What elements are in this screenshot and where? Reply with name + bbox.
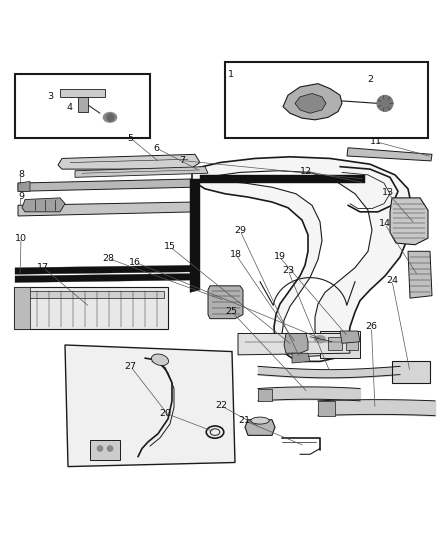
Polygon shape bbox=[295, 93, 326, 113]
Text: 28: 28 bbox=[102, 254, 115, 263]
Polygon shape bbox=[328, 337, 342, 350]
Text: 21: 21 bbox=[238, 416, 251, 425]
Text: 12: 12 bbox=[300, 166, 312, 175]
Text: 23: 23 bbox=[282, 266, 294, 276]
Circle shape bbox=[107, 446, 113, 451]
Polygon shape bbox=[65, 345, 235, 466]
Polygon shape bbox=[18, 202, 196, 216]
Text: 22: 22 bbox=[215, 401, 227, 410]
Text: 1: 1 bbox=[228, 70, 234, 79]
Text: 17: 17 bbox=[37, 263, 49, 272]
Text: 4: 4 bbox=[66, 103, 72, 112]
Text: 8: 8 bbox=[18, 170, 24, 179]
Polygon shape bbox=[90, 440, 120, 460]
Polygon shape bbox=[340, 331, 360, 343]
Polygon shape bbox=[200, 175, 365, 183]
Text: 11: 11 bbox=[370, 137, 382, 146]
Text: 13: 13 bbox=[381, 189, 394, 197]
Polygon shape bbox=[392, 361, 430, 383]
Text: 5: 5 bbox=[127, 134, 134, 143]
Text: 27: 27 bbox=[124, 362, 137, 371]
Text: 24: 24 bbox=[386, 276, 398, 285]
Polygon shape bbox=[18, 181, 30, 191]
Text: 16: 16 bbox=[129, 257, 141, 266]
Polygon shape bbox=[346, 337, 358, 350]
Polygon shape bbox=[78, 97, 88, 111]
Polygon shape bbox=[205, 171, 372, 357]
Text: 29: 29 bbox=[234, 226, 246, 235]
Text: 18: 18 bbox=[230, 250, 242, 259]
Text: 20: 20 bbox=[159, 409, 172, 418]
Text: 26: 26 bbox=[365, 322, 378, 332]
Text: 7: 7 bbox=[179, 156, 185, 165]
Polygon shape bbox=[190, 179, 200, 293]
Text: 25: 25 bbox=[225, 306, 237, 316]
Text: 3: 3 bbox=[47, 93, 53, 101]
Polygon shape bbox=[208, 286, 243, 319]
Polygon shape bbox=[18, 290, 164, 298]
Polygon shape bbox=[22, 198, 65, 212]
Bar bbox=[15, 74, 150, 138]
Polygon shape bbox=[14, 287, 30, 328]
Text: 2: 2 bbox=[367, 75, 373, 84]
Circle shape bbox=[97, 446, 102, 451]
Polygon shape bbox=[238, 334, 350, 355]
Ellipse shape bbox=[152, 354, 169, 366]
Ellipse shape bbox=[103, 112, 117, 122]
Polygon shape bbox=[15, 273, 195, 282]
Polygon shape bbox=[284, 334, 308, 353]
Ellipse shape bbox=[314, 336, 325, 343]
Polygon shape bbox=[245, 420, 275, 435]
Polygon shape bbox=[320, 331, 360, 358]
Polygon shape bbox=[292, 353, 310, 363]
Polygon shape bbox=[60, 88, 105, 97]
Polygon shape bbox=[347, 148, 432, 161]
Polygon shape bbox=[390, 198, 428, 245]
Polygon shape bbox=[408, 251, 432, 298]
Text: 15: 15 bbox=[164, 243, 176, 251]
Ellipse shape bbox=[251, 417, 269, 424]
Bar bbox=[225, 62, 428, 138]
Text: 6: 6 bbox=[154, 144, 160, 153]
Polygon shape bbox=[258, 389, 272, 401]
Text: 14: 14 bbox=[378, 219, 391, 228]
Polygon shape bbox=[75, 167, 208, 177]
Text: 10: 10 bbox=[15, 233, 27, 243]
Circle shape bbox=[377, 95, 393, 111]
Polygon shape bbox=[18, 179, 194, 191]
Text: 9: 9 bbox=[18, 192, 24, 201]
Polygon shape bbox=[58, 155, 200, 169]
Polygon shape bbox=[15, 265, 195, 274]
Polygon shape bbox=[318, 401, 335, 416]
Text: 19: 19 bbox=[273, 252, 286, 261]
Polygon shape bbox=[14, 287, 168, 328]
Polygon shape bbox=[192, 157, 412, 361]
Polygon shape bbox=[283, 84, 342, 120]
